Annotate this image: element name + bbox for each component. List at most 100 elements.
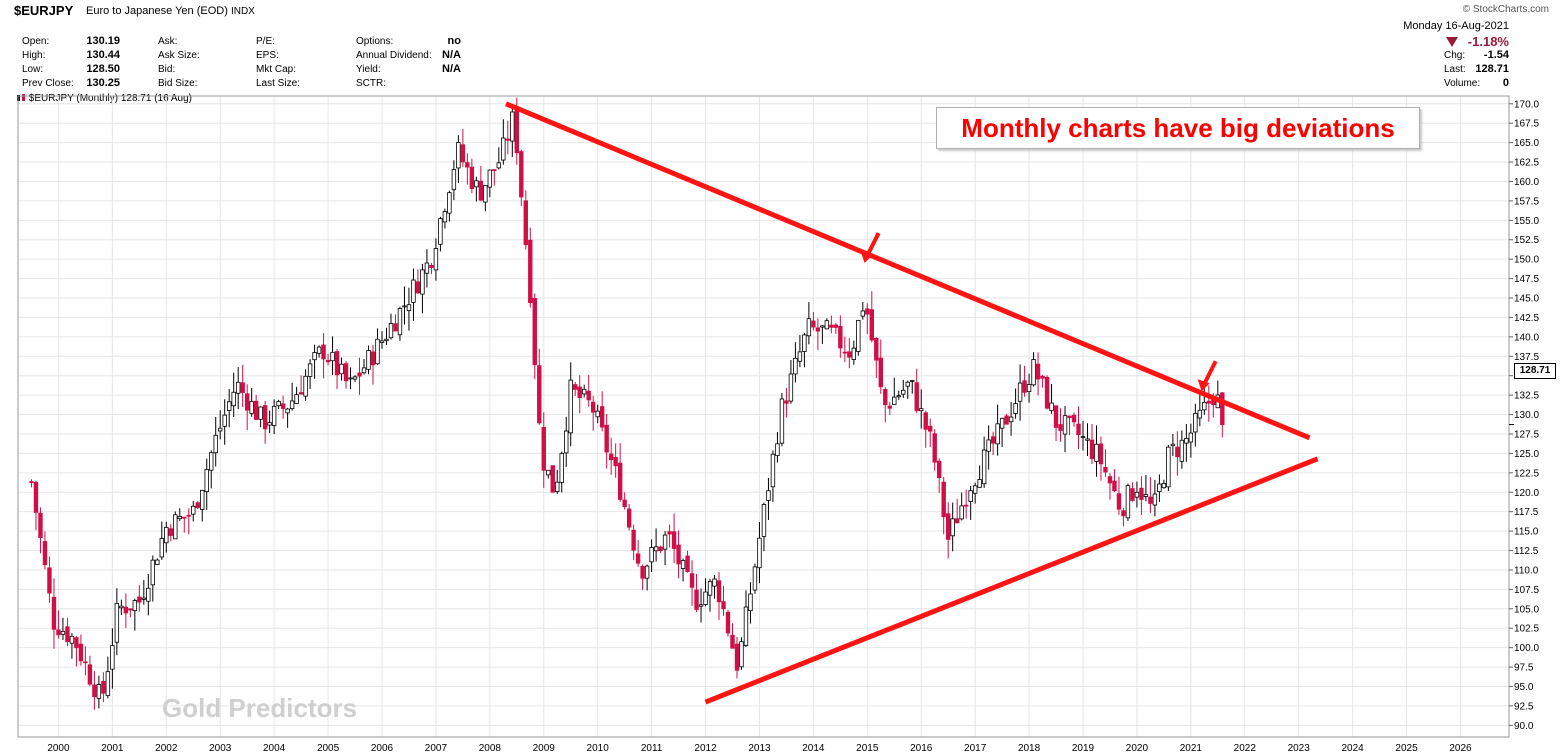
candle-body	[1175, 446, 1180, 458]
candle-body	[74, 637, 79, 649]
candle-body	[537, 365, 542, 424]
candle-body	[1121, 510, 1126, 517]
candle-body	[1197, 409, 1203, 419]
y-tick-label: 90.0	[1514, 721, 1534, 732]
candle-body	[757, 537, 762, 569]
x-tick-label: 2004	[263, 743, 286, 754]
candle-body	[1026, 384, 1032, 392]
candle-body	[856, 320, 861, 352]
candle-body	[788, 373, 794, 402]
candle-body	[1103, 466, 1108, 473]
x-tick-label: 2022	[1234, 743, 1257, 754]
candle-body	[424, 262, 430, 274]
candle-body	[191, 505, 196, 515]
candle-body	[429, 264, 434, 269]
candle-body	[972, 485, 978, 494]
annotation-box: Monthly charts have big deviations	[936, 107, 1420, 149]
quote-label: Yield:	[356, 64, 381, 75]
candle-body	[492, 169, 497, 171]
candle-body	[474, 180, 479, 188]
candle-body	[87, 664, 93, 685]
candle-body	[240, 382, 245, 393]
candle-body	[514, 108, 519, 154]
candle-body	[1148, 496, 1153, 504]
candle-body	[33, 481, 39, 513]
candle-body	[1193, 413, 1198, 433]
candle-body	[253, 400, 259, 420]
candle-body	[995, 423, 1000, 445]
candle-body	[1031, 359, 1036, 386]
y-tick-label: 125.0	[1514, 449, 1539, 460]
candle-body	[276, 401, 281, 407]
candle-body	[865, 308, 870, 315]
candle-body	[29, 481, 34, 483]
quote-label: Mkt Cap:	[256, 64, 297, 75]
candle-body	[644, 565, 650, 579]
quote-label: Annual Dividend:	[356, 50, 432, 61]
candle-body	[1094, 443, 1099, 462]
y-tick-label: 97.5	[1514, 663, 1534, 674]
instrument-title: Euro to Japanese Yen (EOD)	[86, 5, 228, 17]
candle-body	[649, 547, 654, 563]
candle-body	[1013, 403, 1018, 414]
candle-body	[1161, 482, 1167, 489]
watermark: Gold Predictors	[162, 693, 358, 723]
quote-label: EPS:	[256, 50, 279, 61]
candle-body	[294, 394, 299, 404]
candle-body	[496, 162, 502, 169]
x-tick-label: 2012	[694, 743, 717, 754]
candle-body	[119, 605, 124, 609]
candle-body	[716, 580, 722, 603]
x-tick-label: 2026	[1449, 743, 1472, 754]
candle-body	[244, 393, 250, 411]
candle-body	[896, 395, 901, 398]
candle-body	[501, 137, 506, 161]
candle-body	[676, 544, 681, 565]
candle-body	[1112, 480, 1117, 492]
candle-body	[829, 324, 834, 328]
candle-body	[694, 589, 699, 610]
candle-body	[919, 408, 924, 412]
candle-body	[411, 279, 416, 303]
candle-body	[815, 327, 821, 332]
quote-value: 130.44	[86, 49, 120, 61]
plot-frame	[17, 95, 1510, 738]
candle-body	[92, 684, 97, 698]
candle-body	[860, 310, 866, 317]
candle-body	[910, 380, 915, 382]
candles	[29, 97, 1225, 710]
candle-body	[667, 531, 672, 535]
candle-body	[218, 427, 223, 432]
candle-body	[712, 578, 717, 587]
candle-body	[838, 325, 843, 349]
candle-body	[42, 541, 48, 566]
candle-body	[460, 144, 466, 163]
candle-body	[307, 363, 313, 377]
candle-body	[613, 456, 618, 467]
candle-body	[1220, 392, 1225, 425]
x-tick-label: 2025	[1395, 743, 1418, 754]
candle-body	[1040, 375, 1045, 379]
candle-body	[1170, 443, 1176, 447]
y-tick-label: 112.5	[1514, 546, 1539, 557]
candle-body	[928, 425, 933, 432]
candle-body	[393, 323, 398, 332]
candle-body	[325, 359, 331, 363]
quote-label: P/E:	[256, 36, 275, 47]
candle-body	[905, 381, 910, 387]
y-tick-label: 167.5	[1514, 119, 1539, 130]
quote-label: Last Size:	[256, 78, 300, 89]
candle-body	[213, 434, 218, 454]
candle-body	[577, 386, 582, 398]
candle-body	[83, 661, 88, 664]
candle-body	[730, 634, 735, 649]
candle-body	[617, 462, 623, 500]
candle-body	[937, 460, 942, 479]
candle-body	[348, 377, 353, 380]
arrow-icon	[1197, 360, 1218, 392]
x-tick-label: 2011	[641, 743, 663, 754]
candle-body	[622, 499, 627, 508]
change-value: -1.54	[1483, 49, 1509, 61]
candle-body	[1049, 402, 1054, 412]
candle-body	[1085, 438, 1090, 441]
